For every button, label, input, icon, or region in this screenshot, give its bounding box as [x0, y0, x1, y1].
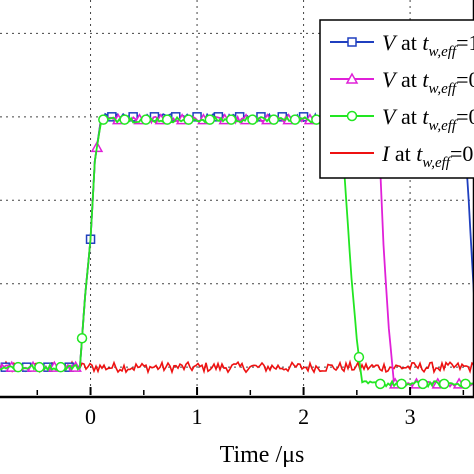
- marker-circle: [353, 351, 365, 363]
- legend-label: V at tw,eff=0: [382, 67, 474, 97]
- marker-circle: [76, 333, 88, 344]
- marker-circle: [55, 361, 66, 373]
- x-tick-label: 3: [405, 404, 416, 429]
- x-ticks: 0 1 2 3: [36, 387, 465, 429]
- marker-circle: [161, 114, 173, 125]
- marker-circle: [225, 114, 237, 125]
- legend-entry-1: V at tw,eff=0: [330, 67, 474, 97]
- marker-circle: [396, 378, 407, 390]
- legend-entry-0: V at tw,eff=1: [330, 30, 474, 60]
- legend-marker-square: [347, 37, 357, 47]
- legend-marker-circle: [346, 110, 358, 122]
- legend: V at tw,eff=1 V at tw,eff=0 V at tw,eff=0 I…: [319, 19, 474, 179]
- legend-entry-3: I at tw,eff=0.: [330, 141, 474, 171]
- x-axis-title: Time /μs: [220, 442, 305, 468]
- marker-circle: [268, 114, 279, 125]
- marker-circle: [140, 114, 152, 125]
- legend-marker-triangle: [345, 72, 359, 84]
- x-tick-label: 2: [298, 404, 309, 429]
- marker-circle: [34, 361, 45, 373]
- marker-circle: [289, 114, 301, 125]
- legend-label: V at tw,eff=0: [382, 104, 474, 134]
- marker-circle: [438, 378, 450, 390]
- marker-circle: [247, 114, 258, 125]
- series-2: [0, 114, 474, 390]
- marker-circle: [375, 378, 386, 390]
- x-tick-label: 1: [192, 404, 203, 429]
- marker-circle: [12, 361, 24, 373]
- series-line-2: [0, 115, 474, 389]
- marker-square: [107, 112, 117, 122]
- marker-circle: [460, 378, 471, 390]
- marker-circle: [119, 114, 130, 125]
- x-tick-label: 0: [85, 404, 96, 429]
- legend-label: I at tw,eff=0.: [381, 141, 474, 171]
- marker-circle: [204, 114, 216, 125]
- marker-circle: [98, 114, 109, 125]
- legend-entry-2: V at tw,eff=0: [330, 104, 474, 134]
- legend-box: [319, 19, 474, 179]
- plot-frame: [0, 0, 474, 399]
- marker-circle: [417, 378, 429, 390]
- marker-circle: [183, 114, 194, 125]
- legend-label: V at tw,eff=1: [382, 30, 474, 60]
